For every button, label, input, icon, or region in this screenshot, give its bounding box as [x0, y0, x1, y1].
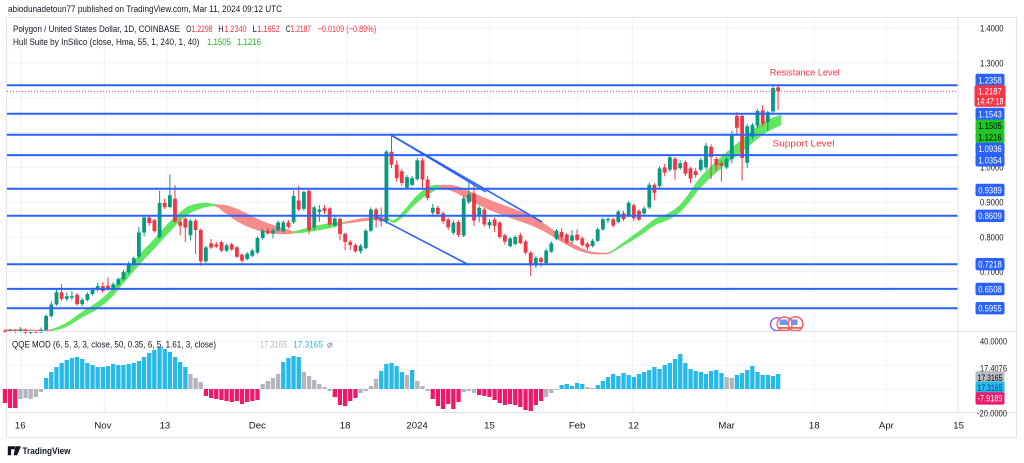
svg-text:Resistance Level: Resistance Level: [770, 68, 840, 79]
svg-text:40.0000: 40.0000: [980, 336, 1007, 347]
svg-text:0.5955: 0.5955: [978, 304, 1002, 315]
svg-text:1.1652: 1.1652: [257, 24, 279, 35]
svg-text:16: 16: [15, 420, 26, 431]
svg-text:1.2298: 1.2298: [192, 24, 213, 35]
svg-text:1.4000: 1.4000: [980, 24, 1004, 35]
svg-text:18: 18: [340, 420, 351, 431]
svg-text:15: 15: [484, 420, 495, 431]
svg-text:13: 13: [160, 420, 171, 431]
svg-text:1.1505: 1.1505: [207, 37, 231, 48]
svg-text:Dec: Dec: [249, 420, 266, 431]
svg-text:0.6508: 0.6508: [978, 284, 1002, 295]
svg-text:17.3165: 17.3165: [978, 373, 1003, 384]
svg-text:15: 15: [953, 420, 964, 431]
svg-text:H: H: [218, 24, 223, 35]
svg-text:17.3165: 17.3165: [293, 339, 323, 350]
svg-text:-20.0000: -20.0000: [977, 408, 1007, 419]
svg-text:-7.9189: -7.9189: [978, 394, 1003, 405]
svg-text:1.1216: 1.1216: [978, 133, 1002, 144]
svg-text:Nov: Nov: [94, 420, 111, 431]
svg-text:QQE MOD (6, 5, 3, 3, close, 50: QQE MOD (6, 5, 3, 3, close, 50, 0.35, 6,…: [12, 339, 216, 350]
svg-text:C: C: [286, 24, 291, 35]
svg-text:0.7218: 0.7218: [978, 260, 1002, 271]
svg-text:17.3165: 17.3165: [978, 383, 1003, 394]
svg-text:O: O: [186, 24, 191, 35]
svg-text:Mar: Mar: [718, 420, 735, 431]
svg-text:1.1505: 1.1505: [978, 121, 1002, 132]
svg-text:Hull Suite by InSilico (close,: Hull Suite by InSilico (close, Hma, 55, …: [13, 37, 199, 48]
svg-text:18: 18: [809, 420, 820, 431]
svg-text:17.3165: 17.3165: [260, 339, 287, 350]
svg-text:Support Level: Support Level: [773, 139, 835, 150]
svg-text:1.2187: 1.2187: [291, 24, 311, 35]
svg-text:0.8000: 0.8000: [980, 232, 1004, 243]
svg-text:Feb: Feb: [569, 420, 586, 431]
svg-text:1.2187: 1.2187: [978, 87, 1002, 98]
svg-text:TradingView: TradingView: [23, 446, 72, 457]
svg-text:1.2358: 1.2358: [978, 75, 1002, 86]
svg-text:⌀: ⌀: [327, 339, 333, 350]
svg-text:0.7000: 0.7000: [980, 267, 1004, 278]
svg-text:1.0936: 1.0936: [978, 144, 1002, 155]
svg-text:1.0000: 1.0000: [980, 163, 1004, 174]
svg-text:1.0354: 1.0354: [978, 156, 1002, 167]
svg-text:2024: 2024: [406, 420, 428, 431]
svg-text:1.1216: 1.1216: [237, 37, 261, 48]
svg-text:0.8609: 0.8609: [978, 211, 1002, 222]
svg-text:14:47:18: 14:47:18: [977, 97, 1004, 108]
svg-text:17.4076: 17.4076: [980, 363, 1007, 374]
svg-text:Polygon / United States Dollar: Polygon / United States Dollar, 1D, COIN…: [13, 24, 180, 35]
svg-text:0.9000: 0.9000: [980, 198, 1004, 209]
svg-text:1.1543: 1.1543: [978, 109, 1002, 120]
svg-text:1.3000: 1.3000: [980, 58, 1004, 69]
svg-text:abiodunadetoun77 published on: abiodunadetoun77 published on TradingVie…: [8, 4, 282, 15]
svg-text:Apr: Apr: [879, 420, 895, 431]
svg-text:−0.0109 (−0.89%): −0.0109 (−0.89%): [318, 24, 377, 35]
svg-text:12: 12: [628, 420, 639, 431]
svg-text:0.9389: 0.9389: [978, 185, 1002, 196]
svg-text:1.2340: 1.2340: [224, 24, 246, 35]
svg-text:L: L: [253, 24, 258, 35]
